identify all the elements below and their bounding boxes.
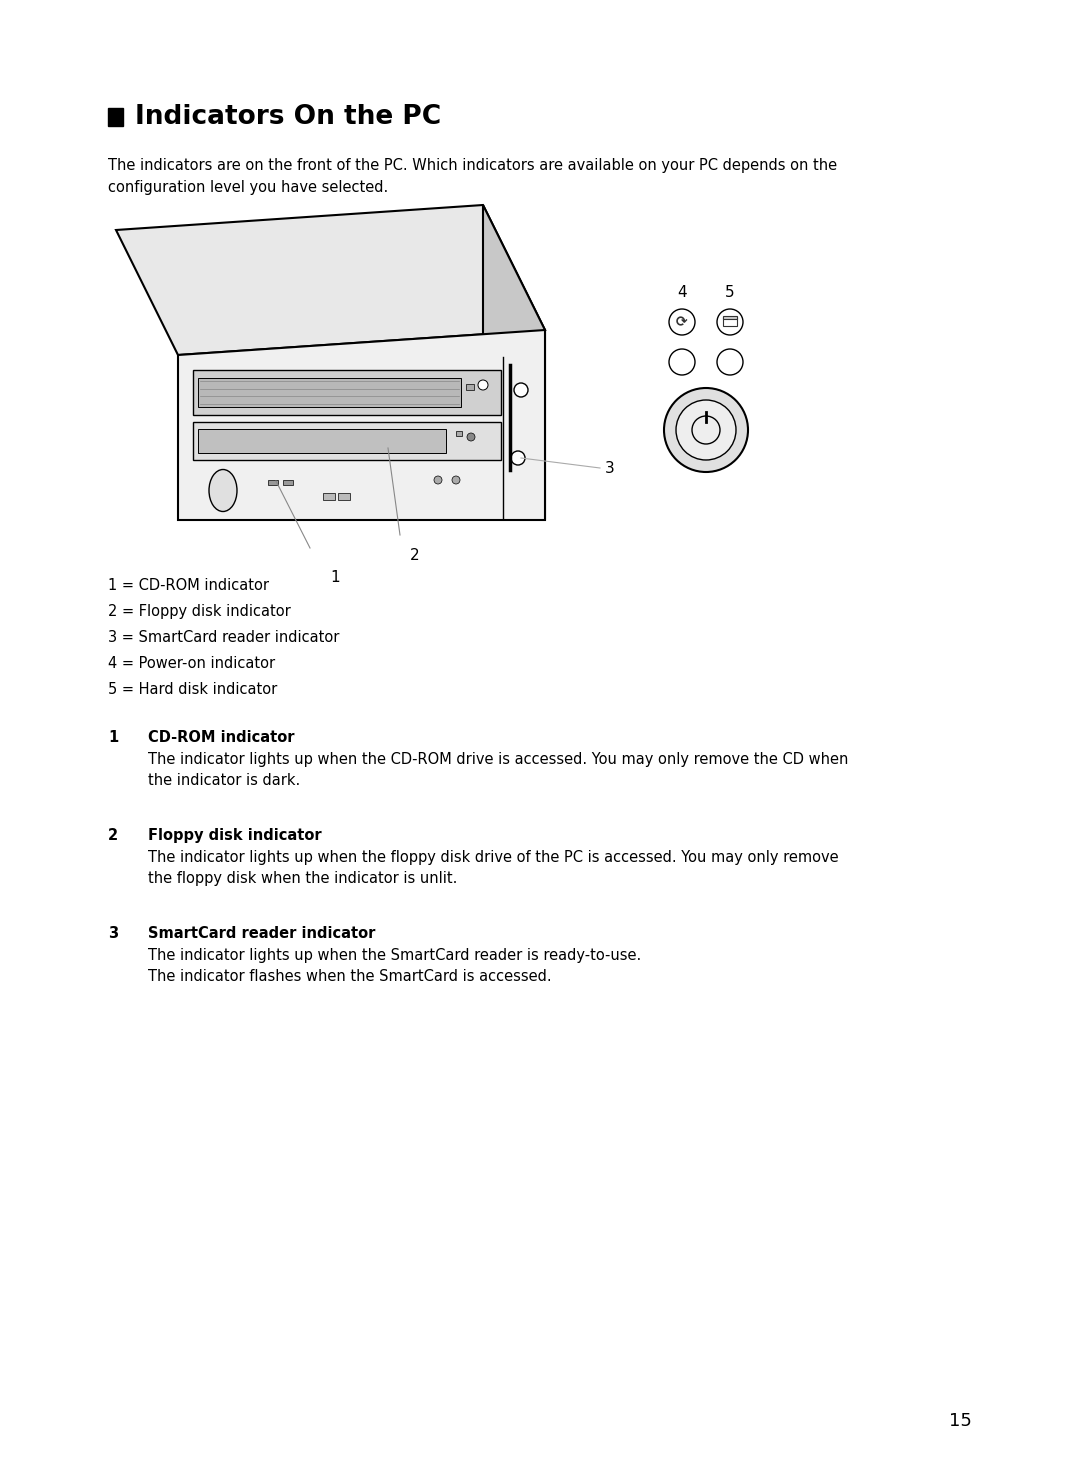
Text: 1: 1 xyxy=(330,569,340,585)
Polygon shape xyxy=(193,422,501,460)
Bar xyxy=(283,480,293,485)
Text: 3: 3 xyxy=(108,927,118,941)
Text: CD-ROM indicator: CD-ROM indicator xyxy=(148,730,295,744)
Text: 3 = SmartCard reader indicator: 3 = SmartCard reader indicator xyxy=(108,630,339,644)
Circle shape xyxy=(664,388,748,472)
Text: 4: 4 xyxy=(677,285,687,300)
Text: the floppy disk when the indicator is unlit.: the floppy disk when the indicator is un… xyxy=(148,871,457,886)
Text: The indicators are on the front of the PC. Which indicators are available on you: The indicators are on the front of the P… xyxy=(108,157,837,194)
Circle shape xyxy=(434,477,442,484)
Text: 5: 5 xyxy=(725,285,734,300)
Text: 1: 1 xyxy=(108,730,118,744)
Bar xyxy=(465,384,474,390)
Bar xyxy=(108,107,123,127)
Circle shape xyxy=(717,309,743,335)
Circle shape xyxy=(467,432,475,441)
Circle shape xyxy=(478,380,488,390)
Circle shape xyxy=(676,400,735,460)
Circle shape xyxy=(511,452,525,465)
Bar xyxy=(268,480,278,485)
Polygon shape xyxy=(178,330,545,521)
Text: 1 = CD-ROM indicator: 1 = CD-ROM indicator xyxy=(108,578,269,593)
Text: 3: 3 xyxy=(605,460,615,475)
Text: 2: 2 xyxy=(108,828,118,843)
Circle shape xyxy=(669,349,696,375)
Text: Floppy disk indicator: Floppy disk indicator xyxy=(148,828,322,843)
Bar xyxy=(338,493,350,500)
Bar xyxy=(723,316,737,327)
Ellipse shape xyxy=(210,469,237,512)
Circle shape xyxy=(453,477,460,484)
Bar xyxy=(323,493,335,500)
Polygon shape xyxy=(483,204,545,521)
Text: the indicator is dark.: the indicator is dark. xyxy=(148,772,300,788)
Text: The indicator lights up when the SmartCard reader is ready-to-use.: The indicator lights up when the SmartCa… xyxy=(148,947,642,964)
Text: SmartCard reader indicator: SmartCard reader indicator xyxy=(148,927,376,941)
Text: Indicators On the PC: Indicators On the PC xyxy=(135,104,441,129)
Text: 5 = Hard disk indicator: 5 = Hard disk indicator xyxy=(108,683,278,697)
Circle shape xyxy=(514,382,528,397)
Polygon shape xyxy=(116,204,545,355)
Text: The indicator lights up when the CD-ROM drive is accessed. You may only remove t: The indicator lights up when the CD-ROM … xyxy=(148,752,849,766)
Text: 2: 2 xyxy=(410,549,420,563)
Polygon shape xyxy=(198,378,461,407)
Circle shape xyxy=(717,349,743,375)
Text: 15: 15 xyxy=(949,1412,972,1430)
Bar xyxy=(723,316,737,319)
Circle shape xyxy=(669,309,696,335)
Polygon shape xyxy=(193,371,501,415)
Text: 2 = Floppy disk indicator: 2 = Floppy disk indicator xyxy=(108,605,291,619)
Text: The indicator flashes when the SmartCard is accessed.: The indicator flashes when the SmartCard… xyxy=(148,969,552,984)
Bar xyxy=(456,431,462,435)
Polygon shape xyxy=(198,430,446,453)
Text: ⟳: ⟳ xyxy=(676,315,688,330)
Text: 4 = Power-on indicator: 4 = Power-on indicator xyxy=(108,656,275,671)
Text: The indicator lights up when the floppy disk drive of the PC is accessed. You ma: The indicator lights up when the floppy … xyxy=(148,850,839,865)
